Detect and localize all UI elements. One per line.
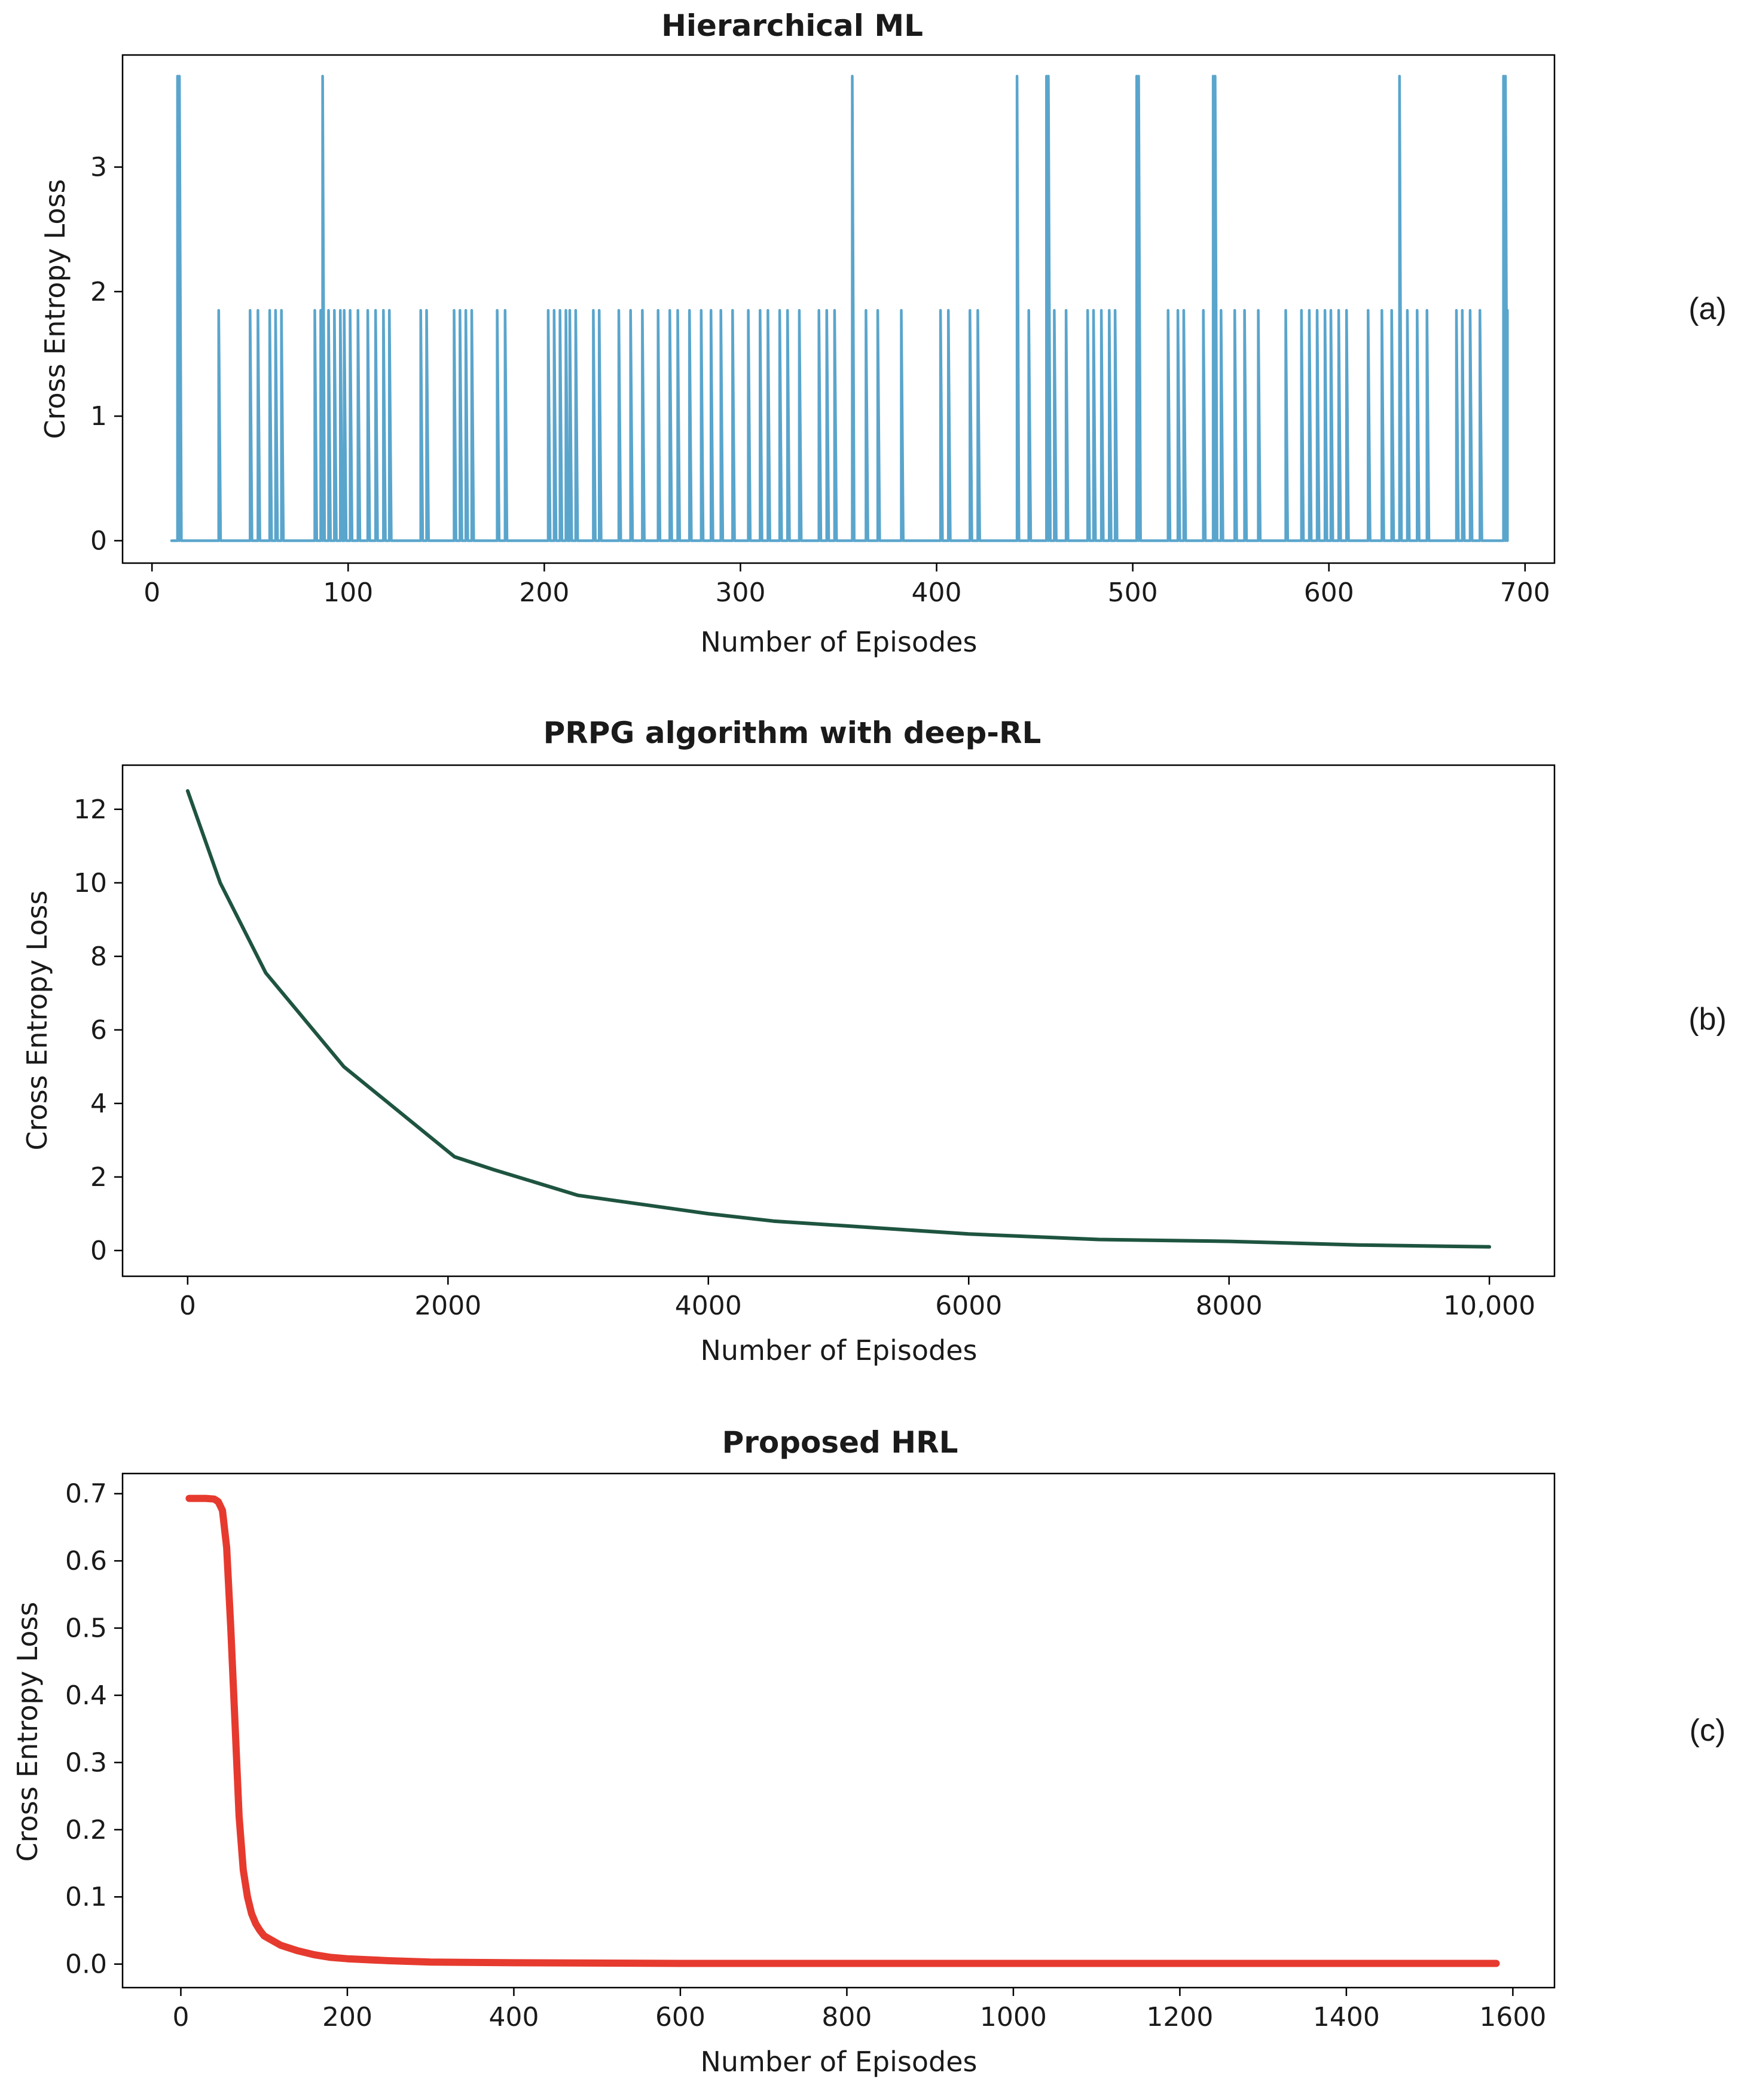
y-tick-label: 0	[90, 1236, 107, 1266]
plot-area	[185, 789, 1492, 1249]
x-tick-label: 0	[179, 1291, 196, 1321]
x-tick-label: 1400	[1313, 2002, 1380, 2032]
x-tick-label: 200	[519, 577, 569, 608]
y-tick-label: 0.6	[65, 1546, 107, 1576]
y-tick-label: 1	[90, 401, 107, 432]
x-axis-label: Number of Episodes	[701, 1334, 978, 1367]
chart-title: Proposed HRL	[722, 1425, 958, 1460]
plot-frame	[121, 764, 1556, 1277]
chart-title: Hierarchical ML	[661, 8, 923, 43]
plot-area	[185, 1494, 1500, 1967]
y-tick-label: 0.3	[65, 1747, 107, 1778]
chart-title: PRPG algorithm with deep-RL	[543, 716, 1041, 750]
x-tick-label: 8000	[1196, 1291, 1263, 1321]
x-tick-label: 400	[488, 2002, 539, 2032]
y-tick-label: 0.1	[65, 1882, 107, 1912]
y-tick-label: 12	[74, 794, 107, 825]
x-tick-label: 300	[715, 577, 765, 608]
y-tick-label: 6	[90, 1015, 107, 1046]
y-axis-label: Cross Entropy Loss	[21, 891, 53, 1151]
plot-frame	[121, 1472, 1556, 1989]
y-tick-label: 10	[74, 868, 107, 898]
x-tick-label: 4000	[675, 1291, 742, 1321]
y-tick-label: 0.2	[65, 1815, 107, 1845]
chart-panel-a: Hierarchical ML Number of Episodes Cross…	[39, 8, 1727, 658]
series-line	[185, 1494, 1500, 1967]
y-tick-label: 2	[90, 277, 107, 307]
x-tick-label: 1600	[1479, 2002, 1546, 2032]
x-tick-label: 200	[322, 2002, 372, 2032]
y-tick-label: 3	[90, 152, 107, 183]
x-tick-label: 500	[1108, 577, 1158, 608]
x-tick-label: 600	[1304, 577, 1354, 608]
series-line	[170, 75, 1509, 542]
x-tick-label: 700	[1500, 577, 1550, 608]
chart-panel-b: PRPG algorithm with deep-RL Number of Ep…	[21, 716, 1727, 1367]
y-tick-label: 0.7	[65, 1479, 107, 1509]
x-tick-label: 2000	[414, 1291, 481, 1321]
x-tick-label: 800	[821, 2002, 872, 2032]
x-tick-label: 100	[323, 577, 373, 608]
y-tick-label: 0.5	[65, 1613, 107, 1644]
x-tick-label: 1000	[980, 2002, 1047, 2032]
y-tick-label: 0.4	[65, 1680, 107, 1711]
y-tick-label: 8	[90, 942, 107, 972]
x-tick-label: 600	[655, 2002, 705, 2032]
x-tick-label: 0	[143, 577, 160, 608]
y-tick-label: 0.0	[65, 1949, 107, 1980]
x-axis-label: Number of Episodes	[701, 2046, 978, 2078]
chart-panel-c: Proposed HRL Number of Episodes Cross En…	[11, 1425, 1725, 2078]
panel-label: (b)	[1688, 1002, 1727, 1037]
y-tick-label: 4	[90, 1089, 107, 1119]
x-tick-label: 0	[172, 2002, 189, 2032]
x-tick-label: 400	[912, 577, 962, 608]
x-tick-label: 1200	[1146, 2002, 1213, 2032]
panel-label: (c)	[1690, 1713, 1726, 1748]
plot-area	[170, 75, 1509, 542]
panel-label: (a)	[1688, 292, 1727, 326]
x-tick-label: 10,000	[1443, 1291, 1535, 1321]
plot-frame	[121, 54, 1556, 564]
y-axis-label: Cross Entropy Loss	[39, 179, 71, 439]
y-tick-label: 0	[90, 526, 107, 557]
series-line	[185, 789, 1492, 1249]
x-axis-label: Number of Episodes	[701, 626, 978, 658]
y-axis-label: Cross Entropy Loss	[11, 1602, 44, 1862]
x-tick-label: 6000	[935, 1291, 1002, 1321]
y-tick-label: 2	[90, 1162, 107, 1193]
